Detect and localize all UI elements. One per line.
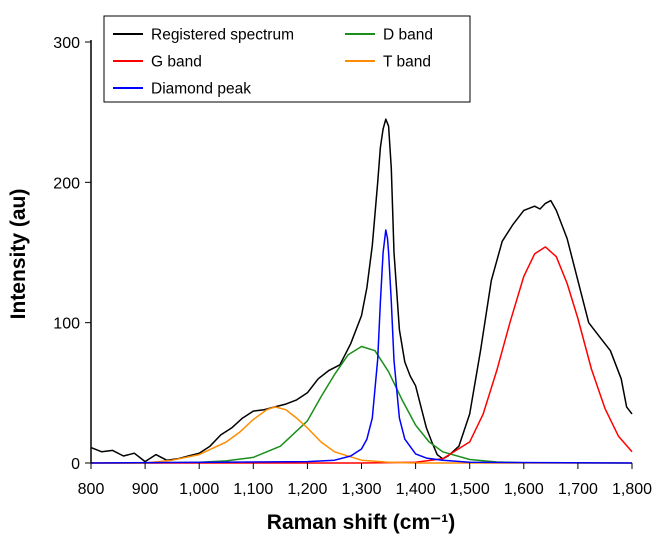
legend-label-registered-spectrum: Registered spectrum [151, 27, 294, 44]
legend-label-diamond-peak: Diamond peak [151, 81, 251, 98]
x-tick-label: 800 [78, 481, 105, 498]
x-tick-label: 900 [132, 481, 159, 498]
x-axis-title: Raman shift (cm⁻¹) [267, 511, 455, 534]
x-tick-label: 1,700 [558, 481, 598, 498]
x-tick-label: 1,600 [504, 481, 544, 498]
series-line-d-band [91, 345, 633, 464]
series-line-registered-spectrum [90, 118, 633, 463]
x-tick-label: 1,500 [450, 481, 490, 498]
x-tick-label: 1,200 [287, 481, 327, 498]
legend-label-g-band: G band [151, 54, 202, 71]
y-tick-label: 100 [53, 316, 80, 333]
y-tick-label: 0 [71, 456, 80, 473]
x-tick-label: 1,800 [612, 481, 652, 498]
legend-label-d-band: D band [383, 27, 433, 44]
y-axis-title: Intensity (au) [7, 189, 30, 320]
series-line-diamond-peak [90, 229, 633, 464]
x-tick-label: 1,400 [396, 481, 436, 498]
legend-box [103, 15, 471, 103]
series-layer [90, 118, 633, 464]
y-tick-label: 300 [53, 35, 80, 52]
series-line-g-band [91, 246, 633, 464]
x-tick-label: 1,100 [233, 481, 273, 498]
series-line-t-band [91, 406, 632, 464]
legend: Registered spectrum D band G band T band Dia… [103, 15, 471, 103]
ticks-layer: 800 900 1,000 1,100 1,200 1,300 1,400 1,500 1,60… [53, 35, 652, 498]
y-tick-label: 200 [53, 175, 80, 192]
legend-label-t-band: T band [383, 54, 431, 71]
x-tick-label: 1,000 [179, 481, 219, 498]
x-tick-label: 1,300 [341, 481, 381, 498]
